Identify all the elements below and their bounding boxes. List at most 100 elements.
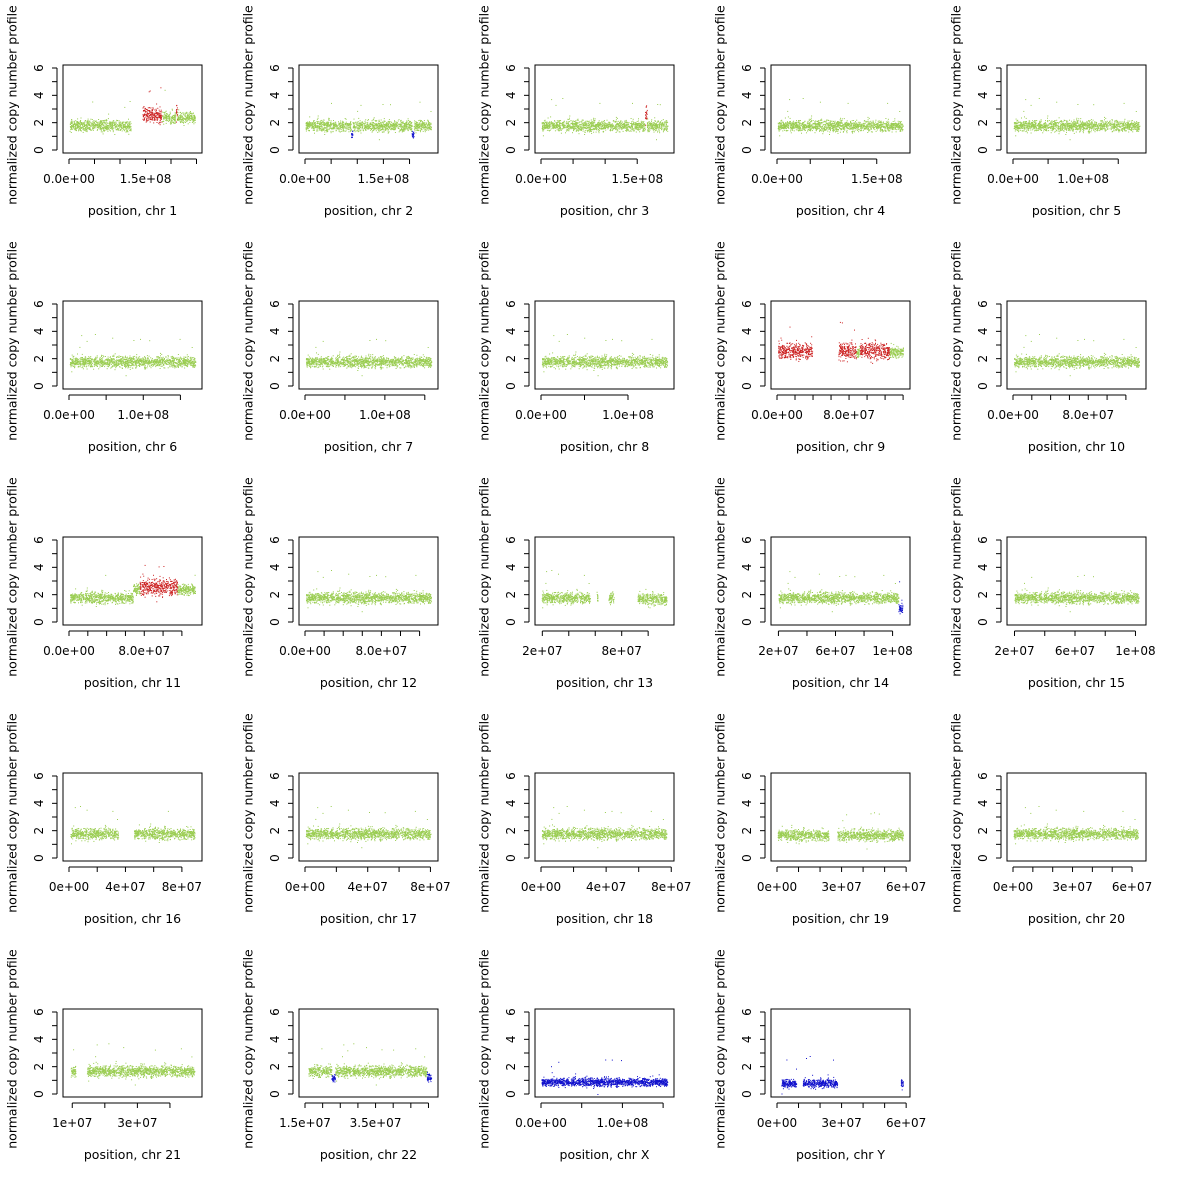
data-point (386, 124, 387, 125)
data-point (185, 115, 186, 116)
data-point (316, 131, 317, 132)
data-point (144, 120, 145, 121)
data-point (566, 129, 567, 130)
data-point (338, 128, 339, 129)
data-point (621, 129, 622, 130)
data-point (417, 122, 418, 123)
data-point (368, 128, 369, 129)
data-point (340, 128, 341, 129)
data-point (169, 114, 170, 115)
x-tick-label: 0.0e+00 (279, 172, 331, 186)
data-point (90, 130, 91, 131)
data-point (391, 125, 392, 126)
data-point (617, 129, 618, 130)
data-point (376, 120, 377, 121)
data-point (335, 122, 336, 123)
data-point (127, 131, 128, 132)
data-point (631, 118, 632, 119)
data-point (361, 133, 362, 134)
data-point (108, 129, 109, 130)
data-point (112, 123, 113, 124)
data-point (70, 129, 71, 130)
data-point (188, 123, 189, 124)
data-point (176, 112, 177, 113)
data-point (146, 114, 147, 115)
data-point (372, 132, 373, 133)
data-point (361, 122, 362, 123)
data-point (177, 115, 178, 116)
data-point (379, 125, 380, 126)
data-point (94, 126, 95, 127)
data-point (123, 124, 124, 125)
data-point (336, 130, 337, 131)
data-point (347, 128, 348, 129)
data-point (130, 126, 131, 127)
data-point (150, 119, 151, 120)
data-point (182, 117, 183, 118)
data-point (313, 128, 314, 129)
data-point (171, 120, 172, 121)
data-point (78, 124, 79, 125)
data-point (340, 125, 341, 126)
data-point (623, 131, 624, 132)
data-point (88, 125, 89, 126)
data-point (90, 119, 91, 120)
data-point (116, 129, 117, 130)
data-point (157, 119, 158, 120)
data-point (632, 121, 633, 122)
data-point (167, 116, 168, 117)
data-point (77, 121, 78, 122)
data-point (181, 121, 182, 122)
data-point (569, 118, 570, 119)
data-point (329, 129, 330, 130)
data-point (413, 138, 414, 139)
data-point (174, 119, 175, 120)
data-point (185, 119, 186, 120)
data-point (193, 120, 194, 121)
data-point (175, 122, 176, 123)
data-point (100, 127, 101, 128)
data-point (583, 120, 584, 121)
data-point (572, 121, 573, 122)
data-point (547, 130, 548, 131)
data-point (334, 127, 335, 128)
data-point (175, 116, 176, 117)
data-point (400, 130, 401, 131)
data-point (98, 119, 99, 120)
data-point (367, 126, 368, 127)
data-point (404, 131, 405, 132)
data-point (314, 120, 315, 121)
data-point (162, 112, 163, 113)
data-point (319, 124, 320, 125)
data-point (406, 126, 407, 127)
data-point (396, 126, 397, 127)
data-point (359, 126, 360, 127)
data-point (397, 125, 398, 126)
data-point (86, 122, 87, 123)
data-point (92, 102, 93, 103)
data-point (319, 130, 320, 131)
data-point (143, 108, 144, 109)
data-point (424, 129, 425, 130)
data-point (324, 125, 325, 126)
data-point (320, 121, 321, 122)
data-point (346, 119, 347, 120)
data-point (330, 126, 331, 127)
data-point (602, 123, 603, 124)
data-point (81, 122, 82, 123)
data-point (320, 123, 321, 124)
data-point (325, 130, 326, 131)
data-point (383, 104, 384, 105)
data-point (333, 120, 334, 121)
data-point (169, 116, 170, 117)
data-point (148, 118, 149, 119)
data-point (79, 128, 80, 129)
data-point (114, 123, 115, 124)
data-point (338, 125, 339, 126)
data-point (81, 127, 82, 128)
data-point (118, 125, 119, 126)
data-point (165, 117, 166, 118)
data-point (83, 132, 84, 133)
data-point (116, 122, 117, 123)
data-point (372, 120, 373, 121)
